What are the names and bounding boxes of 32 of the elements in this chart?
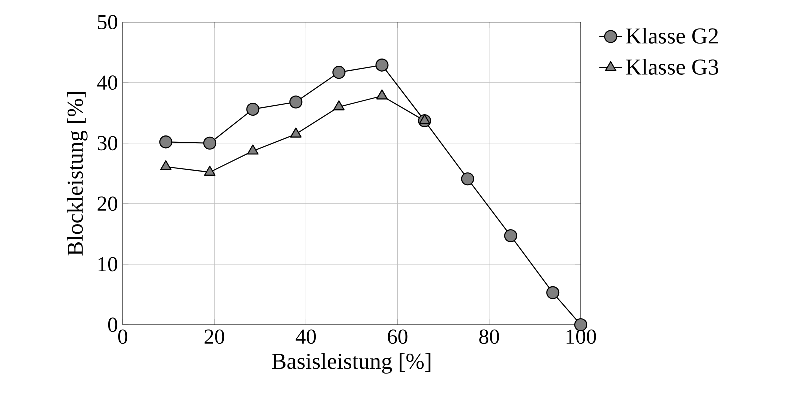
point xyxy=(504,229,518,243)
point xyxy=(376,58,389,72)
point xyxy=(546,286,560,300)
x-tick-label: 60 xyxy=(388,330,408,344)
point xyxy=(246,102,260,116)
x-axis-title: Basisleistung [%] xyxy=(272,353,431,374)
point xyxy=(376,90,388,100)
legend-label: Klasse G3 xyxy=(626,59,718,75)
point xyxy=(247,144,259,155)
x-tick-label: 80 xyxy=(480,330,500,344)
x-tick-label: 0 xyxy=(118,330,128,344)
point xyxy=(160,136,173,149)
x-tick-label: 40 xyxy=(296,330,316,344)
point xyxy=(461,172,474,186)
y-tick-label: 30 xyxy=(98,136,118,151)
y-tick-label: 50 xyxy=(98,15,118,30)
y-tick-label: 20 xyxy=(98,196,118,212)
y-tick-label: 10 xyxy=(98,257,118,272)
point xyxy=(290,128,302,138)
point xyxy=(160,160,172,171)
x-tick-label: 20 xyxy=(204,330,224,344)
legend-label: Klasse G2 xyxy=(626,28,718,44)
point xyxy=(419,114,431,125)
point xyxy=(204,166,216,176)
point xyxy=(332,66,346,80)
y-tick-label: 40 xyxy=(97,76,118,90)
point xyxy=(203,136,217,150)
point xyxy=(290,96,303,109)
point xyxy=(333,100,345,111)
y-axis-title: Blockleistung [%] xyxy=(67,92,88,256)
y-tick-label: 0 xyxy=(108,318,118,332)
x-tick-label: 100 xyxy=(566,330,596,344)
